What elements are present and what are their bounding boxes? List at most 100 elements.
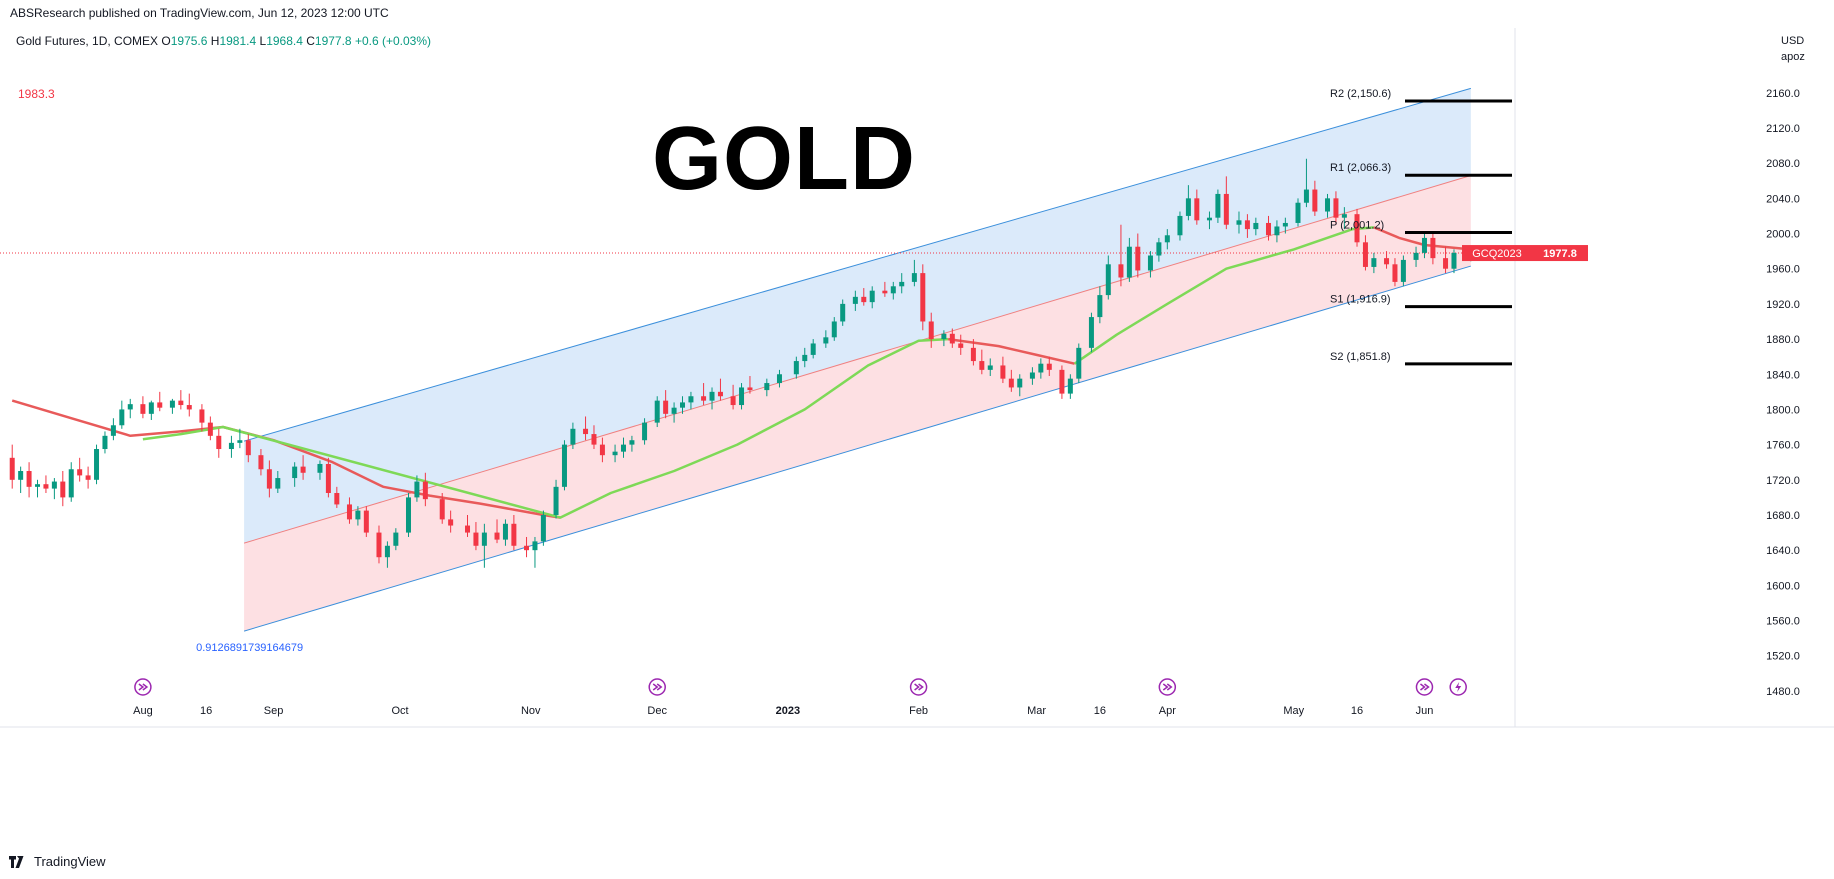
candle-body bbox=[861, 296, 867, 303]
candle-body bbox=[1038, 363, 1044, 373]
candle-body bbox=[852, 296, 858, 304]
candle-body bbox=[1105, 264, 1111, 296]
event-marker-icon[interactable] bbox=[909, 678, 928, 696]
x-tick-label: Sep bbox=[264, 705, 284, 717]
open-value: 1975.6 bbox=[170, 34, 208, 48]
candle bbox=[1206, 211, 1212, 230]
event-marker-icon[interactable] bbox=[1158, 678, 1177, 696]
y-tick-label: 1800.0 bbox=[1766, 404, 1800, 416]
candle-body bbox=[1413, 252, 1419, 260]
candle bbox=[890, 281, 896, 300]
candle-body bbox=[583, 428, 589, 435]
candle bbox=[1400, 255, 1406, 287]
candle bbox=[1215, 189, 1221, 223]
forward-icon bbox=[914, 683, 924, 691]
candle bbox=[1244, 214, 1250, 238]
candle bbox=[1282, 217, 1288, 234]
candle-body bbox=[793, 361, 799, 375]
high-value: 1981.4 bbox=[219, 34, 257, 48]
candle bbox=[102, 431, 108, 454]
candle-body bbox=[422, 481, 428, 500]
candle bbox=[481, 523, 487, 568]
x-tick-label: Mar bbox=[1027, 705, 1046, 717]
candle-body bbox=[920, 273, 926, 322]
candle-body bbox=[1282, 222, 1288, 227]
unit-label: apoz bbox=[1781, 51, 1805, 63]
y-tick-label: 1640.0 bbox=[1766, 545, 1800, 557]
candle bbox=[169, 398, 175, 414]
candle-body bbox=[739, 387, 745, 406]
event-marker-icon[interactable] bbox=[1449, 678, 1467, 696]
candle-body bbox=[570, 428, 576, 445]
candle bbox=[688, 391, 694, 410]
symbol-name: Gold Futures, 1D, COMEX bbox=[16, 34, 159, 48]
candle bbox=[717, 378, 723, 401]
candle-body bbox=[473, 532, 479, 546]
x-tick-label: Feb bbox=[909, 705, 928, 717]
candle-body bbox=[701, 396, 707, 401]
candle-body bbox=[481, 532, 487, 546]
candle-body bbox=[869, 290, 875, 303]
candle-body bbox=[393, 532, 399, 546]
event-marker-icon[interactable] bbox=[1415, 678, 1434, 696]
candle-body bbox=[494, 532, 500, 540]
y-tick-label: 1920.0 bbox=[1766, 299, 1800, 311]
candle bbox=[663, 390, 669, 419]
y-tick-label: 1520.0 bbox=[1766, 651, 1800, 663]
candle-body bbox=[1135, 246, 1141, 271]
candle bbox=[1046, 356, 1052, 377]
event-marker-icon[interactable] bbox=[648, 678, 666, 696]
candle-body bbox=[1244, 220, 1250, 230]
candle-body bbox=[831, 321, 837, 338]
candle-body bbox=[882, 290, 888, 294]
candle bbox=[1135, 233, 1141, 278]
close-value: 1977.8 bbox=[314, 34, 352, 48]
candle bbox=[882, 281, 888, 297]
candle bbox=[405, 492, 411, 537]
candle-body bbox=[1341, 214, 1347, 218]
last-price-tag: GCQ2023 1977.8 bbox=[1462, 245, 1588, 262]
candle-body bbox=[1400, 259, 1406, 282]
candle-body bbox=[591, 434, 597, 445]
high-marker: 1983.3 bbox=[18, 87, 55, 101]
candle bbox=[494, 519, 500, 544]
candle-body bbox=[18, 471, 24, 480]
candle-body bbox=[148, 402, 154, 414]
channel-lower-line bbox=[243, 265, 1471, 632]
candle-body bbox=[911, 273, 917, 282]
candle-body bbox=[102, 435, 108, 450]
candle bbox=[1295, 198, 1301, 227]
candle-body bbox=[524, 545, 530, 551]
event-marker-icon[interactable] bbox=[134, 678, 152, 696]
symbol-legend: Gold Futures, 1D, COMEX O1975.6 H1981.4 … bbox=[16, 34, 431, 48]
candle bbox=[511, 514, 517, 551]
candle-body bbox=[275, 478, 281, 489]
candle-body bbox=[823, 337, 829, 344]
candle bbox=[325, 457, 331, 498]
low-label: L bbox=[259, 34, 267, 48]
candle bbox=[127, 398, 133, 419]
candle bbox=[739, 383, 745, 410]
candle-body bbox=[300, 466, 306, 473]
close-label: C bbox=[306, 34, 315, 48]
y-tick-label: 2080.0 bbox=[1766, 158, 1800, 170]
tradingview-footer[interactable]: TradingView bbox=[8, 854, 106, 869]
candle bbox=[823, 330, 829, 348]
candle bbox=[1265, 215, 1271, 241]
candle-body bbox=[1265, 222, 1271, 236]
pivot-label: S1 (1,916.9) bbox=[1330, 294, 1391, 306]
candle-body bbox=[764, 383, 770, 391]
candle bbox=[1392, 258, 1398, 287]
candle-body bbox=[26, 471, 32, 487]
x-tick-label: Oct bbox=[391, 705, 408, 717]
candle bbox=[920, 264, 926, 331]
candle-body bbox=[1156, 242, 1162, 256]
candle-body bbox=[1371, 258, 1377, 267]
candle bbox=[207, 416, 213, 441]
pivot-label: S2 (1,851.8) bbox=[1330, 351, 1391, 363]
candle bbox=[448, 510, 454, 533]
candle bbox=[802, 347, 808, 368]
candle bbox=[68, 462, 74, 502]
candle bbox=[570, 422, 576, 450]
